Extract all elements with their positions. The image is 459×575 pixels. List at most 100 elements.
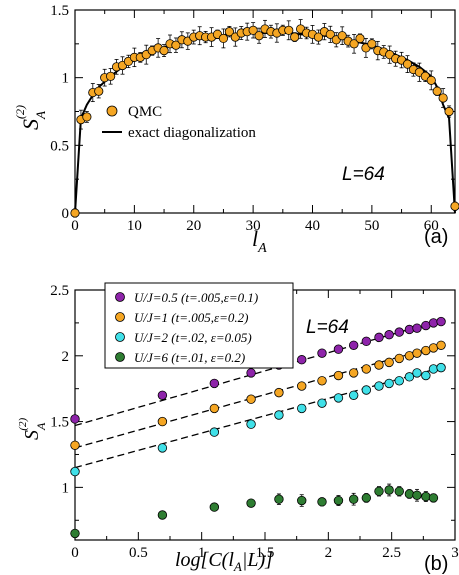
series-1-point	[428, 318, 439, 328]
legend-marker	[115, 292, 125, 302]
qmc-point	[355, 33, 365, 44]
x-tick-label: 60	[424, 218, 439, 234]
series-3-point	[436, 362, 446, 373]
series-3-point	[157, 443, 168, 453]
x-tick-label: 2	[325, 545, 333, 561]
qmc-point	[218, 33, 229, 44]
panel-b: 0 0.5 1 1.5 2 2.5 3 1 1.5 2 2.5 U/J=0.5 (t=.005,ε=…	[17, 282, 459, 575]
y-tick-label: 1.5	[50, 3, 69, 19]
qmc-point	[70, 208, 80, 218]
x-tick-label: 3	[451, 545, 459, 561]
fit-line	[74, 319, 442, 427]
series-1-point	[436, 316, 446, 327]
series-2-point	[274, 387, 284, 398]
x-tick-label: 30	[246, 218, 261, 234]
qmc-point	[171, 40, 181, 50]
series-4-point	[317, 497, 327, 507]
series-3-point	[348, 390, 359, 400]
series-3-point	[297, 403, 307, 414]
legend-marker	[115, 312, 125, 322]
series-1-point	[297, 355, 307, 365]
qmc-point	[94, 86, 104, 96]
qmc-point	[248, 25, 258, 35]
y-tick-label: 1	[62, 71, 70, 87]
x-tick-label: 10	[127, 218, 142, 234]
qmc-point	[349, 39, 359, 49]
series-3-point	[374, 381, 384, 391]
y-tick-label: 2.5	[50, 283, 69, 299]
series-1-point	[246, 368, 256, 378]
panel-a-points	[70, 19, 459, 218]
series-4-point	[421, 491, 431, 502]
qmc-point	[254, 31, 264, 41]
panel-a-ylabel-main: S	[18, 119, 43, 130]
fit-line	[74, 367, 442, 469]
panel-b-points	[70, 316, 446, 539]
legend-label: U/J=2 (t=.02, ε=0.05)	[134, 330, 252, 345]
panel-b-xlabel-sub: A	[233, 559, 242, 574]
series-3-point	[333, 393, 344, 403]
x-tick-label: 40	[305, 218, 320, 234]
panel-b-ylabel-main: S	[21, 430, 43, 440]
panel-b-ylabel: SA (2)	[17, 417, 48, 440]
panel-a-annotation: L=64	[342, 164, 385, 185]
series-4-point	[361, 493, 372, 503]
legend-qmc-marker	[106, 105, 118, 117]
series-4-point	[374, 486, 384, 497]
panel-a: 0 10 20 30 40 50 60 0 0.5 1 1.5 QMC exact diagonal…	[13, 3, 459, 256]
series-1-point	[348, 340, 359, 350]
qmc-point	[290, 32, 300, 42]
panel-b-ylabel-sup: (2)	[17, 417, 29, 430]
y-tick-label: 1	[62, 480, 70, 496]
qmc-point	[426, 75, 436, 85]
legend-label: U/J=1 (t=.005,ε=0.2)	[134, 310, 248, 325]
series-3-point	[428, 364, 439, 374]
panel-b-ylabel-sub: A	[34, 422, 48, 431]
series-3-point	[412, 368, 422, 378]
qmc-point	[325, 29, 335, 39]
panel-a-ticks: 0 10 20 30 40 50 60 0 0.5 1 1.5	[50, 3, 455, 234]
series-4-point	[333, 495, 344, 506]
series-2-point	[384, 357, 394, 368]
series-1-point	[209, 378, 220, 389]
series-2-point	[317, 376, 327, 386]
y-tick-label: 0.5	[50, 138, 69, 154]
series-4-point	[404, 489, 415, 499]
qmc-point	[284, 25, 294, 35]
panel-b-xlabel-main: log[C(l	[175, 549, 234, 571]
series-4-point	[297, 495, 307, 506]
series-2-point	[297, 381, 307, 391]
series-1-point	[157, 390, 168, 400]
panel-a-xlabel: lA	[252, 226, 267, 256]
legend-qmc-label: QMC	[128, 104, 162, 120]
x-tick-label: 20	[186, 218, 201, 234]
series-2-point	[348, 368, 359, 378]
qmc-point	[224, 27, 234, 37]
svg-text:SA(2): SA (2)	[13, 105, 48, 130]
series-4-point	[412, 490, 422, 500]
series-1-point	[394, 327, 404, 337]
qmc-point	[450, 201, 459, 211]
series-1-point	[333, 344, 344, 354]
x-tick-label: 1	[198, 545, 206, 561]
series-3-point	[361, 385, 372, 395]
legend-marker	[115, 332, 125, 342]
fit-line	[74, 344, 442, 449]
y-tick-label: 0	[62, 206, 70, 222]
series-4-point	[209, 502, 220, 512]
panel-b-fit-lines	[74, 319, 442, 469]
series-1-point	[361, 336, 372, 347]
panel-b-label: (b)	[424, 553, 448, 575]
series-2-point	[374, 360, 384, 370]
series-4-point	[157, 510, 168, 520]
series-1-point	[384, 330, 394, 340]
series-3-point	[246, 419, 256, 429]
series-2-point	[209, 403, 220, 414]
series-1-point	[317, 348, 327, 358]
legend-ed-label: exact diagonalization	[128, 125, 256, 141]
series-4-point	[274, 494, 284, 504]
qmc-point	[438, 93, 448, 103]
panel-b-xlabel-tail: |L)]	[242, 549, 273, 571]
x-tick-label: 1.5	[256, 545, 275, 561]
legend-box	[104, 282, 294, 369]
